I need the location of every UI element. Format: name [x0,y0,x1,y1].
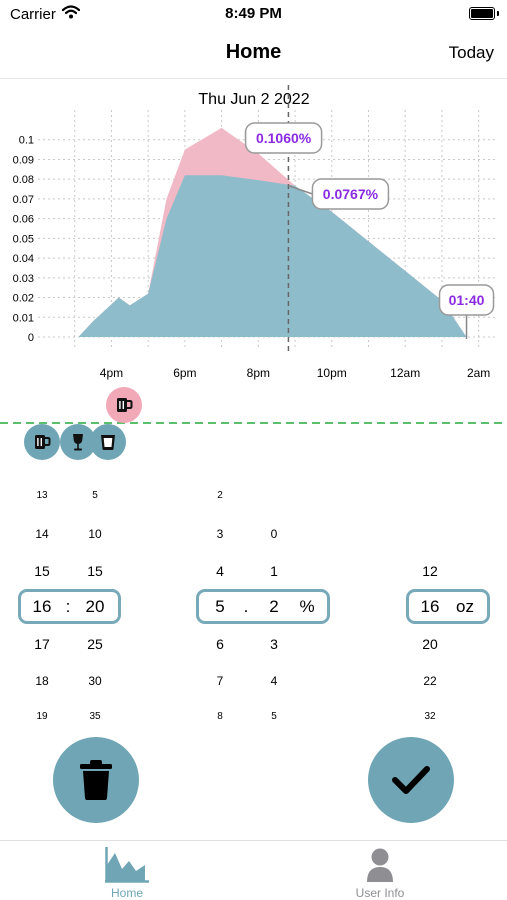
y-tick-label: 0.02 [13,293,34,305]
y-tick-label: 0.07 [13,194,34,206]
percent-dec-option[interactable]: 1 [270,563,278,579]
current-bac-label-box [311,178,390,210]
minute-option[interactable]: 5 [92,490,98,501]
chart-title: Thu Jun 2 2022 [198,91,309,108]
x-tick-label: 4pm [100,366,123,380]
current-bac-label: 0.0767% [323,186,379,202]
today-button[interactable]: Today [448,43,494,62]
y-tick-label: 0.04 [13,253,34,265]
percent-unit: % [299,597,315,616]
status-time: 8:49 PM [225,5,282,22]
percent-dec-option[interactable]: 0 [270,527,278,541]
peak-bac-label: 0.1060% [256,130,312,146]
minute-option[interactable]: 10 [88,527,102,541]
percent-int-option[interactable]: 8 [217,711,223,722]
hour-selected[interactable]: 16 [32,597,52,616]
percent-int-option[interactable]: 3 [216,527,224,541]
y-tick-label: 0.05 [13,233,34,245]
percent-int-option[interactable]: 2 [217,490,223,501]
volume-option[interactable]: 12 [422,563,438,579]
percent-int-option[interactable]: 7 [216,674,224,688]
bac-estimate-area [78,175,467,337]
x-tick-label: 10pm [317,366,347,380]
current-bac-label-leader [288,184,313,195]
wine-glass-icon [68,432,88,452]
peak-bac-label-box [244,122,323,154]
hour-option[interactable]: 13 [36,490,48,501]
percent-int-option[interactable]: 6 [216,636,224,652]
x-axis: 4pm 6pm 8pm 10pm 12am 2am [100,366,491,380]
minute-option[interactable]: 15 [87,563,103,579]
trash-icon [80,760,112,800]
y-tick-label: 0.01 [13,312,34,324]
y-tick-label: 0.1 [19,135,34,147]
y-tick-label: 0.08 [13,174,34,186]
percent-dec-option[interactable]: 3 [270,636,278,652]
wifi-icon [61,5,81,24]
shot-glass-icon [98,432,118,452]
battery-cap [497,11,499,16]
tab-bar-divider [0,840,507,841]
tab-home-label: Home [110,886,143,900]
y-tick-label: 0.09 [13,154,34,166]
minute-option[interactable]: 25 [87,636,103,652]
volume-option[interactable]: 32 [424,711,436,722]
minute-selected[interactable]: 20 [85,597,105,616]
x-tick-label: 6pm [173,366,196,380]
percent-dec-selected[interactable]: 2 [269,597,279,616]
volume-unit: oz [456,597,474,616]
delete-button[interactable] [53,737,139,823]
beer-mug-icon [32,432,52,452]
tab-user-info[interactable]: User Info [310,845,450,900]
percent-dec-option[interactable]: 4 [270,674,278,688]
x-tick-label: 12am [390,366,420,380]
minute-option[interactable]: 30 [88,674,102,688]
percent-int-selected[interactable]: 5 [215,597,225,616]
y-tick-label: 0.06 [13,214,34,226]
beer-mug-icon [114,395,134,415]
x-tick-label: 2am [467,366,490,380]
decimal-point: . [243,597,249,616]
volume-option[interactable]: 22 [423,674,437,688]
carrier-label: Carrier [10,6,56,23]
minute-option[interactable]: 35 [89,711,101,722]
sober-time-label: 01:40 [449,292,485,308]
percent-int-option[interactable]: 4 [216,563,224,579]
consumed-drink[interactable] [89,424,126,460]
page-title: Home [225,41,282,63]
drinks-divider [0,422,507,424]
time-separator: : [65,597,71,616]
hour-option[interactable]: 17 [34,636,50,652]
percent-picker-selection[interactable] [196,589,330,624]
hour-option[interactable]: 14 [35,527,49,541]
consumed-drink[interactable] [23,424,60,460]
volume-picker-selection[interactable] [406,589,490,624]
time-picker-selection[interactable] [18,589,121,624]
hour-option[interactable]: 18 [35,674,49,688]
volume-selected[interactable]: 16 [420,597,440,616]
status-bar: Carrier 8:49 PM [0,0,507,30]
battery-icon [469,7,495,20]
area-chart-icon [105,847,149,883]
chart-annotations: 0.1060% 0.0767% 01:40 [244,122,495,339]
volume-option[interactable]: 20 [422,636,438,652]
y-axis: 0 0.01 0.02 0.03 0.04 0.05 0.06 0.07 0.08 0.09 0.1 [13,135,34,344]
planned-drink[interactable] [106,387,143,423]
sober-time-label-box [438,284,495,316]
nav-divider [0,78,507,79]
tab-home[interactable]: Home [57,845,197,900]
hour-option[interactable]: 19 [36,711,48,722]
checkmark-icon [392,766,430,794]
y-tick-label: 0.03 [13,273,34,285]
person-icon [367,848,393,882]
hour-option[interactable]: 15 [34,563,50,579]
percent-dec-option[interactable]: 5 [271,711,277,722]
x-tick-label: 8pm [247,366,270,380]
y-tick-label: 0 [28,332,34,344]
bac-chart[interactable]: Thu Jun 2 2022 0 0.01 0.02 0.03 0.04 0.05 0.06… [0,80,507,390]
tab-user-info-label: User Info [355,886,405,900]
confirm-button[interactable] [368,737,454,823]
